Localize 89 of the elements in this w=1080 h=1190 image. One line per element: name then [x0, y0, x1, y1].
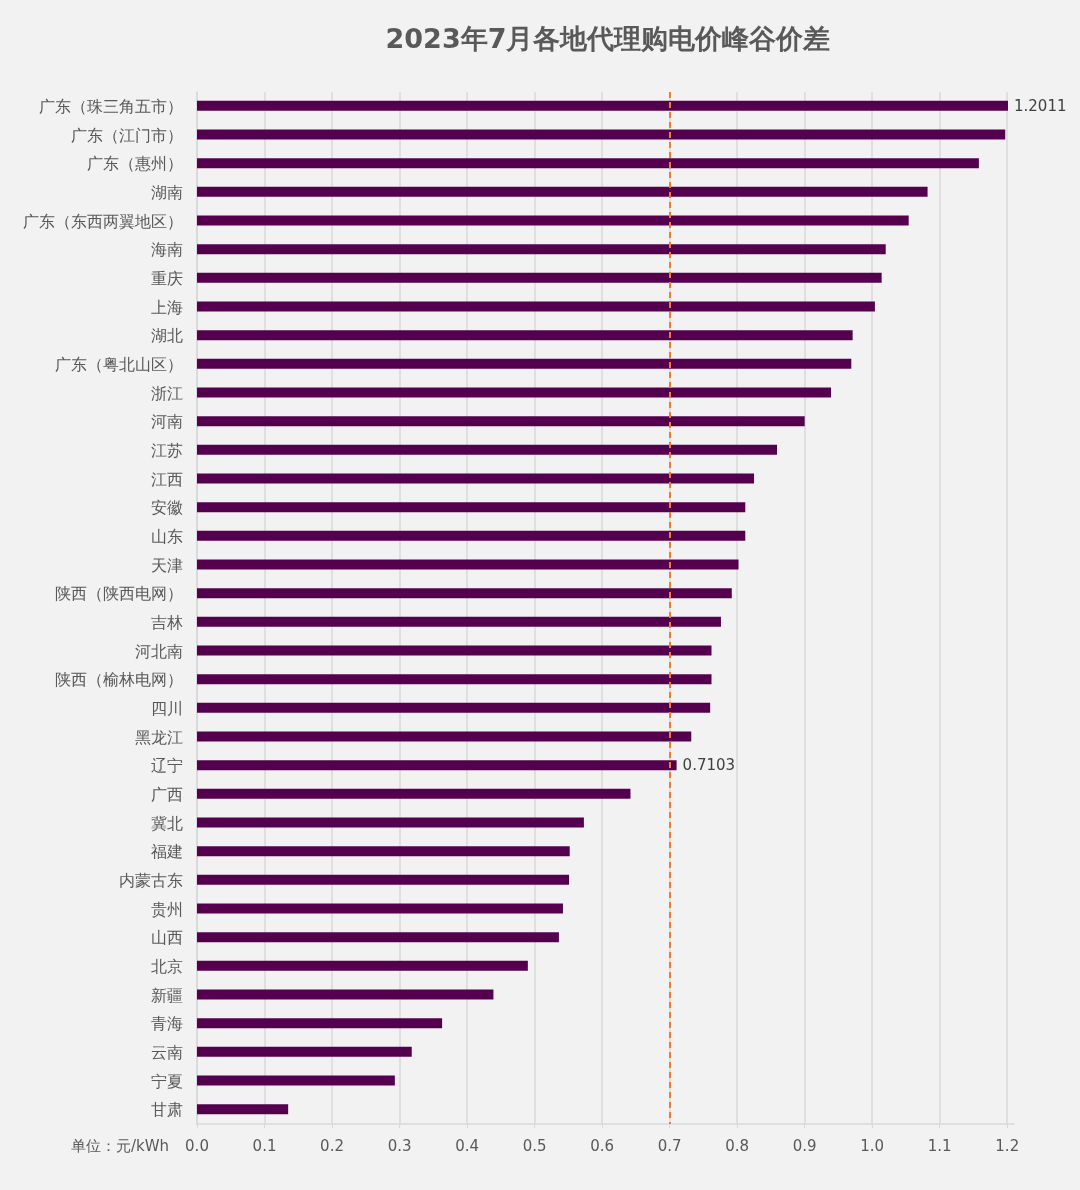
x-tick-label: 0.5 [522, 1136, 547, 1155]
x-tick-label: 0.6 [590, 1136, 615, 1155]
bar [197, 645, 712, 656]
bar [197, 444, 777, 455]
bar [197, 416, 805, 427]
bar [197, 702, 711, 713]
y-tick-label: 广东（惠州） [87, 154, 183, 174]
bar [197, 1075, 395, 1086]
bar [197, 358, 852, 369]
y-tick-label: 天津 [151, 555, 183, 575]
bar [197, 330, 853, 341]
bar [197, 588, 732, 599]
bar [197, 960, 528, 971]
x-tick-label: 0.3 [387, 1136, 412, 1155]
x-tick-label: 1.0 [860, 1136, 885, 1155]
bar [197, 846, 570, 857]
y-tick-label: 陕西（榆林电网） [55, 670, 183, 690]
y-tick-label: 宁夏 [151, 1071, 183, 1091]
y-tick-label: 湖南 [151, 182, 183, 202]
bar [197, 100, 1008, 111]
x-tick-label: 1.1 [927, 1136, 952, 1155]
bar [197, 989, 494, 1000]
y-tick-label: 四川 [151, 698, 183, 718]
data-label: 0.7103 [682, 756, 736, 775]
bar [197, 559, 739, 570]
y-tick-label: 云南 [151, 1042, 183, 1062]
bar [197, 530, 746, 541]
y-tick-label: 江西 [151, 469, 183, 489]
bar [197, 215, 909, 226]
y-tick-label: 黑龙江 [135, 727, 183, 747]
y-tick-label: 广西 [151, 784, 183, 804]
x-tick-label: 0.2 [320, 1136, 344, 1155]
y-tick-label: 青海 [151, 1014, 183, 1034]
y-tick-label: 贵州 [151, 899, 183, 919]
bar [197, 760, 677, 771]
bar [197, 932, 559, 943]
y-tick-label: 广东（江门市） [71, 125, 183, 145]
bar [197, 731, 692, 742]
bar [197, 788, 631, 799]
bar [197, 186, 928, 197]
y-tick-label: 北京 [151, 956, 183, 976]
y-tick-label: 辽宁 [151, 756, 183, 776]
bar [197, 387, 832, 398]
y-tick-label: 山东 [151, 526, 183, 546]
bar [197, 301, 875, 312]
bar [197, 1018, 443, 1029]
y-tick-label: 海南 [151, 240, 183, 260]
x-tick-label: 0.1 [252, 1136, 277, 1155]
x-tick-label: 0.8 [725, 1136, 750, 1155]
x-tick-label: 0.9 [792, 1136, 817, 1155]
y-tick-label: 河北南 [135, 641, 183, 661]
y-tick-label: 新疆 [151, 985, 183, 1005]
bar [197, 616, 721, 627]
y-tick-label: 湖北 [151, 326, 183, 346]
bar [197, 244, 886, 255]
bar [197, 473, 755, 484]
y-tick-label: 福建 [151, 842, 183, 862]
y-tick-label: 浙江 [151, 383, 183, 403]
bar [197, 874, 570, 885]
y-tick-label: 江苏 [151, 440, 183, 460]
bar [197, 1046, 412, 1057]
chart-title: 2023年7月各地代理购电价峰谷价差 [385, 23, 831, 54]
y-tick-label: 广东（粤北山区） [55, 354, 183, 374]
bar [197, 1104, 289, 1115]
y-tick-label: 安徽 [151, 498, 183, 518]
bar [197, 158, 979, 169]
y-tick-label: 陕西（陕西电网） [55, 584, 183, 604]
y-tick-label: 广东（东西两翼地区） [23, 211, 183, 231]
bar [197, 674, 712, 685]
y-tick-label: 山西 [151, 928, 183, 948]
y-tick-label: 内蒙古东 [119, 870, 183, 890]
data-label: 1.2011 [1013, 96, 1067, 115]
y-tick-label: 吉林 [151, 612, 183, 632]
x-tick-label: 1.2 [995, 1136, 1020, 1155]
y-tick-label: 甘肃 [151, 1100, 183, 1120]
y-tick-label: 广东（珠三角五市） [39, 96, 183, 116]
bar [197, 903, 563, 914]
bar [197, 817, 584, 828]
y-tick-label: 冀北 [151, 813, 183, 833]
y-tick-label: 重庆 [151, 268, 183, 288]
y-tick-label: 河南 [151, 412, 183, 432]
bar [197, 129, 1006, 140]
bar [197, 502, 746, 513]
bar [197, 272, 882, 283]
x-axis-title: 单位：元/kWh [70, 1136, 169, 1155]
x-tick-label: 0.0 [185, 1136, 209, 1155]
x-tick-label: 0.7 [657, 1136, 682, 1155]
y-tick-label: 上海 [151, 297, 183, 317]
x-tick-label: 0.4 [455, 1136, 480, 1155]
